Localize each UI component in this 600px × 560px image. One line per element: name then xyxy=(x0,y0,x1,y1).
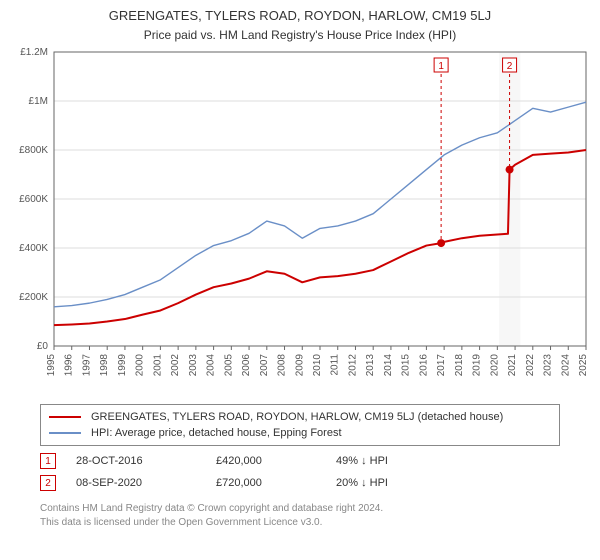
svg-text:2014: 2014 xyxy=(383,354,394,377)
svg-text:2020: 2020 xyxy=(489,354,500,377)
svg-text:1998: 1998 xyxy=(99,354,110,377)
svg-text:2000: 2000 xyxy=(135,354,146,377)
table-row: 1 28-OCT-2016 £420,000 49% ↓ HPI xyxy=(40,450,560,472)
svg-text:2019: 2019 xyxy=(472,354,483,377)
svg-text:2023: 2023 xyxy=(543,354,554,377)
svg-text:£600K: £600K xyxy=(19,194,48,205)
svg-text:£800K: £800K xyxy=(19,145,48,156)
chart-container: GREENGATES, TYLERS ROAD, ROYDON, HARLOW,… xyxy=(0,0,600,560)
footer-line: This data is licensed under the Open Gov… xyxy=(40,516,383,530)
svg-text:1999: 1999 xyxy=(117,354,128,377)
svg-text:2010: 2010 xyxy=(312,354,323,377)
sale-marker-icon: 2 xyxy=(40,475,56,491)
sale-pct: 20% ↓ HPI xyxy=(336,477,456,489)
svg-text:2016: 2016 xyxy=(418,354,429,377)
chart-title: GREENGATES, TYLERS ROAD, ROYDON, HARLOW,… xyxy=(0,0,600,24)
svg-text:2: 2 xyxy=(507,61,513,72)
svg-text:1995: 1995 xyxy=(46,354,57,377)
svg-text:£400K: £400K xyxy=(19,243,48,254)
sale-marker-icon: 1 xyxy=(40,453,56,469)
svg-text:£1.2M: £1.2M xyxy=(20,47,48,58)
svg-text:2002: 2002 xyxy=(170,354,181,377)
sale-pct: 49% ↓ HPI xyxy=(336,455,456,467)
svg-text:2009: 2009 xyxy=(294,354,305,377)
svg-text:2008: 2008 xyxy=(277,354,288,377)
footer-line: Contains HM Land Registry data © Crown c… xyxy=(40,502,383,516)
svg-text:2006: 2006 xyxy=(241,354,252,377)
svg-text:2018: 2018 xyxy=(454,354,465,377)
svg-text:1996: 1996 xyxy=(64,354,75,377)
footer-attribution: Contains HM Land Registry data © Crown c… xyxy=(40,502,383,529)
svg-text:2001: 2001 xyxy=(152,354,163,377)
svg-text:2011: 2011 xyxy=(330,354,341,376)
sale-price: £420,000 xyxy=(216,455,336,467)
svg-text:2007: 2007 xyxy=(259,354,270,377)
svg-text:2015: 2015 xyxy=(401,354,412,377)
table-row: 2 08-SEP-2020 £720,000 20% ↓ HPI xyxy=(40,472,560,494)
svg-text:2024: 2024 xyxy=(560,354,571,377)
legend-item: GREENGATES, TYLERS ROAD, ROYDON, HARLOW,… xyxy=(49,409,551,425)
chart-subtitle: Price paid vs. HM Land Registry's House … xyxy=(0,24,600,42)
sales-table: 1 28-OCT-2016 £420,000 49% ↓ HPI 2 08-SE… xyxy=(40,450,560,494)
svg-text:1997: 1997 xyxy=(81,354,92,377)
svg-text:2021: 2021 xyxy=(507,354,518,377)
svg-text:£0: £0 xyxy=(37,341,49,352)
legend-label: GREENGATES, TYLERS ROAD, ROYDON, HARLOW,… xyxy=(91,411,503,423)
svg-text:2003: 2003 xyxy=(188,354,199,377)
sale-date: 28-OCT-2016 xyxy=(76,455,216,467)
svg-text:1: 1 xyxy=(438,61,444,72)
legend: GREENGATES, TYLERS ROAD, ROYDON, HARLOW,… xyxy=(40,404,560,446)
svg-text:2005: 2005 xyxy=(223,354,234,377)
svg-text:2004: 2004 xyxy=(206,354,217,377)
legend-swatch xyxy=(49,416,81,418)
svg-text:£200K: £200K xyxy=(19,292,48,303)
line-chart-svg: £0 £200K £400K £600K £800K £1M £1.2M 1995 1996 19… xyxy=(8,46,592,396)
svg-text:£1M: £1M xyxy=(29,96,48,107)
sale-price: £720,000 xyxy=(216,477,336,489)
svg-text:2017: 2017 xyxy=(436,354,447,377)
svg-text:2025: 2025 xyxy=(578,354,589,377)
legend-item: HPI: Average price, detached house, Eppi… xyxy=(49,425,551,441)
svg-text:2012: 2012 xyxy=(347,354,358,377)
legend-label: HPI: Average price, detached house, Eppi… xyxy=(91,427,342,439)
sale-date: 08-SEP-2020 xyxy=(76,477,216,489)
svg-text:2022: 2022 xyxy=(525,354,536,377)
legend-swatch xyxy=(49,432,81,433)
chart-area: £0 £200K £400K £600K £800K £1M £1.2M 1995 1996 19… xyxy=(8,46,592,396)
svg-text:2013: 2013 xyxy=(365,354,376,377)
